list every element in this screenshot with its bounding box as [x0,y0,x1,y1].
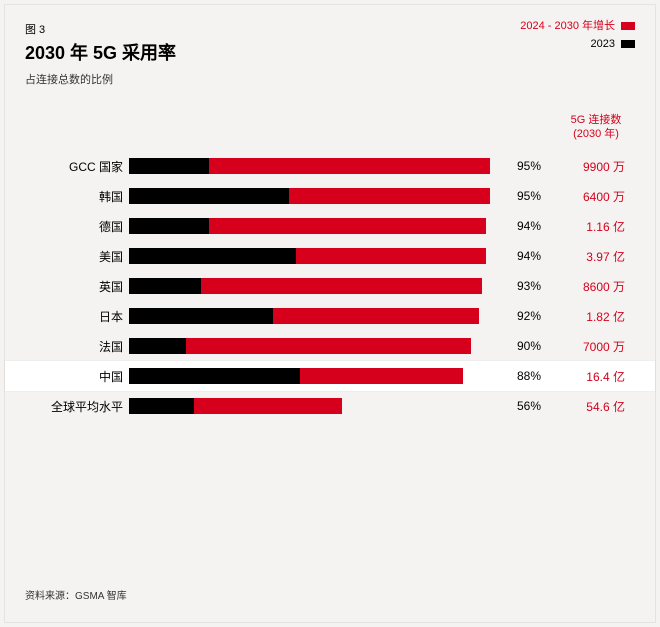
percent-label: 94% [509,219,555,233]
row-label: 韩国 [23,188,129,205]
connections-label: 1.82 亿 [555,308,631,325]
chart-row: 中国 88%16.4 亿 [5,361,655,391]
bar-segment-base [129,368,300,384]
chart-row: 日本 92%1.82 亿 [5,301,655,331]
bar-segment-growth [289,188,490,204]
row-label: 中国 [23,368,129,385]
bar-segment-growth [300,368,463,384]
bar-segment-growth [209,218,486,234]
connections-label: 6400 万 [555,188,631,205]
bar-segment-growth [209,158,490,174]
bar-area [129,278,509,294]
bar-segment-base [129,278,201,294]
connections-column-header: 5G 连接数(2030 年) [561,113,631,142]
bar-area [129,398,509,414]
bar-segment-growth [194,398,342,414]
connections-label: 54.6 亿 [555,398,631,415]
chart-row: 美国 94%3.97 亿 [5,241,655,271]
legend-label: 2024 - 2030 年增长 [520,19,615,33]
bar-segment-base [129,338,186,354]
row-label: 美国 [23,248,129,265]
col-header-line: 5G 连接数 [561,113,631,127]
bar-area [129,218,509,234]
connections-label: 1.16 亿 [555,218,631,235]
connections-label: 8600 万 [555,278,631,295]
chart-row: GCC 国家 95%9900 万 [5,151,655,181]
percent-label: 95% [509,159,555,173]
chart-subtitle: 占连接总数的比例 [25,71,635,87]
legend-item: 2023 [520,37,635,51]
chart-row: 韩国 95%6400 万 [5,181,655,211]
legend-swatch [621,40,635,48]
bar-segment-growth [186,338,471,354]
bar-segment-base [129,158,209,174]
percent-label: 88% [509,369,555,383]
chart-row: 德国 94%1.16 亿 [5,211,655,241]
percent-label: 92% [509,309,555,323]
bar-segment-base [129,218,209,234]
bar-area [129,308,509,324]
bar-area [129,188,509,204]
connections-label: 7000 万 [555,338,631,355]
bar-segment-growth [201,278,482,294]
chart-row: 全球平均水平 56%54.6 亿 [5,391,655,421]
row-label: 法国 [23,338,129,355]
legend-swatch [621,22,635,30]
connections-label: 9900 万 [555,158,631,175]
row-label: 英国 [23,278,129,295]
bar-area [129,248,509,264]
bar-rows: GCC 国家95%9900 万韩国95%6400 万德国94%1.16 亿美国9… [5,151,655,421]
bar-area [129,368,509,384]
percent-label: 90% [509,339,555,353]
bar-segment-growth [273,308,478,324]
bar-segment-base [129,308,273,324]
chart-row: 法国 90%7000 万 [5,331,655,361]
legend-item: 2024 - 2030 年增长 [520,19,635,33]
percent-label: 56% [509,399,555,413]
percent-label: 94% [509,249,555,263]
bar-segment-base [129,398,194,414]
chart-panel: 图 3 2030 年 5G 采用率 占连接总数的比例 2024 - 2030 年… [4,4,656,623]
chart-row: 英国 93%8600 万 [5,271,655,301]
bar-area [129,338,509,354]
row-label: 全球平均水平 [23,398,129,415]
bar-segment-growth [296,248,486,264]
bar-segment-base [129,188,289,204]
source-label: 资料来源：GSMA 智库 [25,587,127,602]
bar-segment-base [129,248,296,264]
legend: 2024 - 2030 年增长 2023 [520,19,635,55]
col-header-line: (2030 年) [561,127,631,141]
connections-label: 3.97 亿 [555,248,631,265]
legend-label: 2023 [591,37,615,51]
row-label: 日本 [23,308,129,325]
row-label: 德国 [23,218,129,235]
connections-label: 16.4 亿 [555,368,631,385]
percent-label: 93% [509,279,555,293]
page-wrapper: 图 3 2030 年 5G 采用率 占连接总数的比例 2024 - 2030 年… [0,0,660,627]
row-label: GCC 国家 [23,158,129,175]
percent-label: 95% [509,189,555,203]
bar-area [129,158,509,174]
